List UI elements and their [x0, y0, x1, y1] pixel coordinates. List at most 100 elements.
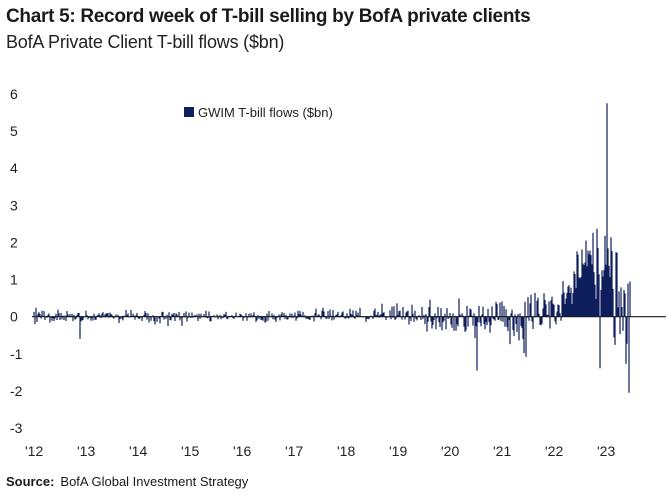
flow-bar — [433, 316, 435, 321]
flow-bar — [306, 316, 308, 319]
flow-bar — [377, 311, 379, 317]
flow-bar — [438, 316, 440, 323]
flow-bar — [538, 313, 540, 317]
flow-bar — [408, 316, 410, 325]
y-tick-label: 2 — [10, 234, 18, 250]
flow-bar — [415, 316, 417, 319]
flow-bar — [368, 316, 370, 320]
flow-bar — [278, 314, 280, 317]
y-tick-label: -2 — [10, 383, 23, 399]
flow-bar — [374, 308, 376, 317]
flow-bar — [326, 316, 328, 319]
flow-bar — [405, 312, 407, 317]
flow-bar — [99, 315, 101, 317]
flow-bar — [359, 307, 361, 317]
flow-bar — [550, 300, 552, 317]
flow-bar — [375, 315, 377, 317]
flow-bar — [335, 314, 337, 317]
flow-bar — [327, 311, 329, 317]
flow-bar — [596, 228, 598, 317]
flow-bar — [508, 316, 510, 321]
flow-bar — [542, 308, 544, 317]
flow-bar — [302, 311, 304, 317]
flow-bar — [122, 316, 124, 321]
flow-bar — [78, 312, 80, 317]
flow-bar — [619, 316, 621, 335]
flow-bar — [313, 316, 315, 322]
x-tick-label: '22 — [545, 443, 563, 459]
flow-bar — [389, 310, 391, 317]
flow-bar — [37, 313, 39, 317]
flow-bar — [423, 314, 425, 317]
flow-bar — [583, 265, 585, 317]
flow-bar — [198, 313, 200, 317]
x-tick-label: '17 — [285, 443, 303, 459]
flow-bar — [366, 316, 368, 319]
flow-bar — [268, 311, 270, 317]
flow-bar — [530, 294, 532, 317]
flow-bar — [196, 314, 198, 317]
flow-bar — [172, 314, 174, 317]
flow-bar — [47, 314, 49, 317]
flow-bar — [136, 312, 138, 317]
x-tick-label: '18 — [337, 443, 355, 459]
flow-bar — [49, 316, 51, 323]
flow-bar — [591, 264, 593, 317]
flow-bar — [337, 311, 339, 317]
flow-bar — [153, 316, 155, 322]
flow-bar — [307, 316, 309, 319]
y-tick-label: -1 — [10, 346, 23, 362]
flow-bar — [354, 316, 356, 319]
flow-bar — [563, 292, 565, 317]
flow-bar — [571, 304, 573, 317]
flow-bar — [628, 316, 630, 393]
flow-bar — [561, 294, 563, 317]
flow-bar — [449, 312, 451, 317]
flow-bar — [629, 281, 631, 317]
flow-bar — [141, 316, 143, 322]
flow-bar — [286, 316, 288, 320]
flow-bar — [333, 316, 335, 320]
flow-bar — [421, 307, 423, 317]
flow-bar — [219, 314, 221, 317]
flow-bar — [77, 312, 79, 317]
t-bill-flows-chart: -3 -2 -1 0 1 2 3 4 5 6 '12 '13 '14 '15 '16 '17 '18 '19 '2… — [10, 86, 666, 459]
flow-bar — [257, 315, 259, 317]
flow-bar — [572, 292, 574, 317]
flow-bar — [515, 316, 517, 325]
flow-bar — [245, 313, 247, 317]
y-tick-label: -3 — [10, 420, 23, 436]
flow-bar — [501, 301, 503, 317]
flow-bar — [279, 316, 281, 321]
flow-bar — [527, 297, 529, 317]
flow-bar — [93, 313, 95, 317]
flow-bar — [475, 316, 477, 327]
flow-bar — [55, 313, 57, 317]
flow-bar — [304, 315, 306, 317]
flow-bar — [603, 269, 605, 317]
flow-bar — [620, 287, 622, 317]
flow-bar — [231, 315, 233, 317]
flow-bar — [132, 313, 134, 317]
flow-bar — [104, 314, 106, 317]
flow-bar — [559, 313, 561, 317]
flow-bar — [524, 301, 526, 317]
flow-bar — [452, 313, 454, 317]
flow-bar — [450, 316, 452, 325]
flow-bar — [261, 316, 263, 320]
flow-bar — [200, 313, 202, 317]
flow-bar — [208, 311, 210, 317]
x-tick-label: '23 — [597, 443, 615, 459]
flow-bar — [332, 309, 334, 317]
y-tick-label: 4 — [10, 160, 18, 176]
flow-bar — [58, 313, 60, 317]
flow-bar — [472, 316, 474, 326]
flow-bar — [222, 316, 224, 319]
flow-bar — [431, 316, 433, 329]
legend-label: GWIM T-bill flows ($bn) — [198, 105, 333, 120]
flow-bar — [474, 316, 476, 339]
flow-bar — [280, 314, 282, 317]
flow-bar — [150, 316, 152, 321]
flow-bar — [443, 316, 445, 321]
flow-bar — [148, 316, 150, 323]
